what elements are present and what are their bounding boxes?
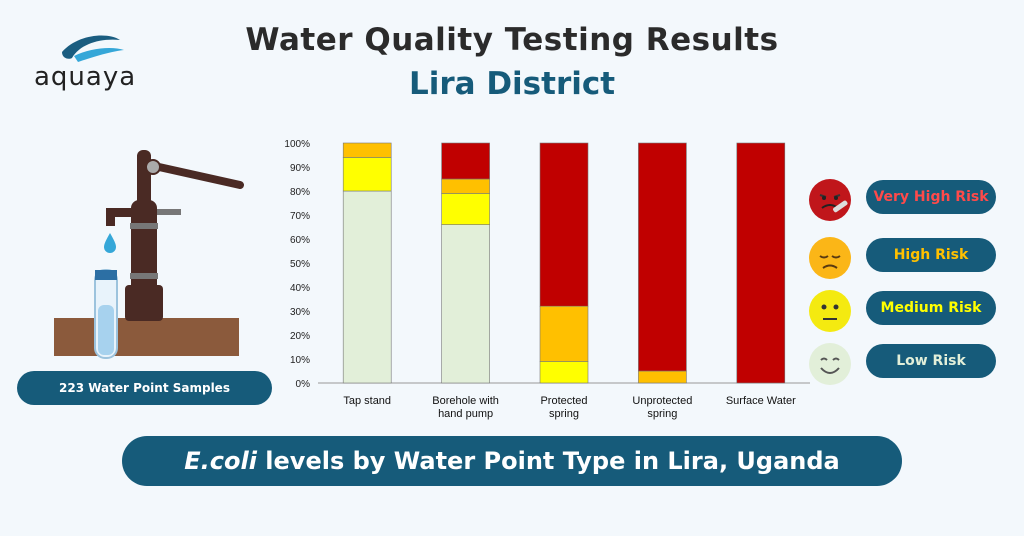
page-subtitle: Lira District [408,66,616,102]
legend-item: High Risk [808,236,998,280]
y-tick-label: 100% [284,139,310,150]
y-tick-label: 90% [290,163,310,174]
high-risk-face-icon [808,236,852,280]
y-tick-label: 20% [290,331,310,342]
low-risk-face-icon [808,342,852,386]
legend-label: Medium Risk [866,291,996,325]
x-tick-label: Unprotected [632,395,692,407]
x-tick-label: spring [647,408,677,420]
page-title: Water Quality Testing Results [245,22,779,58]
bar-segment [539,305,589,362]
x-tick-label: Tap stand [343,395,391,407]
sample-count-badge: 223 Water Point Samples [17,371,272,405]
y-tick-label: 80% [290,187,310,198]
y-tick-label: 40% [290,283,310,294]
water-pump-illustration-icon [54,150,244,359]
x-tick-label: spring [549,408,579,420]
logo-wordmark: aquaya [34,62,137,92]
y-tick-label: 70% [290,211,310,222]
y-tick-label: 0% [296,379,311,390]
bar-segment [342,142,392,158]
legend-label: High Risk [866,238,996,272]
x-tick-label: Protected [540,395,587,407]
very-high-risk-face-icon [808,178,852,222]
bar-segment [441,142,490,180]
legend-label: Very High Risk [866,180,996,214]
bar-segment [441,193,490,225]
x-tick-label: Surface Water [726,395,796,407]
bar-segment [638,142,687,372]
bar-segment [638,370,687,384]
bar-segment [441,178,490,194]
y-tick-label: 50% [290,259,310,270]
caption-italic: E.coli [184,447,257,475]
legend-item: Very High Risk [808,178,998,222]
bar-segment [539,142,589,307]
y-tick-label: 60% [290,235,310,246]
chart-caption: E.coli levels by Water Point Type in Lir… [122,436,902,486]
caption-text: levels by Water Point Type in Lira, Ugan… [256,447,840,475]
x-tick-label: hand pump [438,408,493,420]
medium-risk-face-icon [808,289,852,333]
aquaya-logo-icon [62,35,124,62]
y-tick-label: 10% [290,355,310,366]
y-tick-label: 30% [290,307,310,318]
legend-item: Low Risk [808,342,998,386]
bar-segment [539,361,589,384]
legend-item: Medium Risk [808,289,998,333]
bar-segment [736,142,786,384]
bar-segment [441,224,490,384]
stacked-bar-chart: 0% 10% 20% 30% 40% 50% 60% 70% 80% 90% 100% Tap sta… [284,139,810,420]
bar-segment [342,157,392,192]
legend-label: Low Risk [866,344,996,378]
x-tick-label: Borehole with [432,395,499,407]
bar-segment [342,190,392,384]
